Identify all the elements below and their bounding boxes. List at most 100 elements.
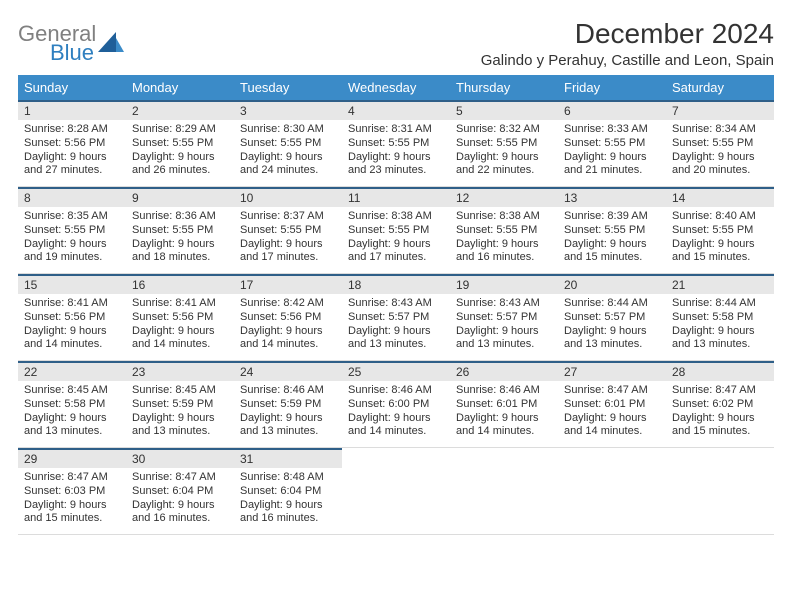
calendar-day-cell: 30Sunrise: 8:47 AMSunset: 6:04 PMDayligh…: [126, 448, 234, 535]
sunset-line: Sunset: 6:01 PM: [564, 398, 660, 412]
daylight-line-2: and 16 minutes.: [456, 251, 552, 265]
calendar-day-cell: 24Sunrise: 8:46 AMSunset: 5:59 PMDayligh…: [234, 361, 342, 448]
weekday-header: Saturday: [666, 75, 774, 100]
daylight-line-2: and 13 minutes.: [456, 338, 552, 352]
day-number: 10: [234, 187, 342, 207]
daylight-line-1: Daylight: 9 hours: [132, 325, 228, 339]
day-number: 13: [558, 187, 666, 207]
sunrise-line: Sunrise: 8:46 AM: [240, 384, 336, 398]
calendar-day-cell: 6Sunrise: 8:33 AMSunset: 5:55 PMDaylight…: [558, 100, 666, 187]
sunset-line: Sunset: 5:56 PM: [24, 311, 120, 325]
sunset-line: Sunset: 5:56 PM: [240, 311, 336, 325]
daylight-line-2: and 18 minutes.: [132, 251, 228, 265]
calendar-day-cell: 31Sunrise: 8:48 AMSunset: 6:04 PMDayligh…: [234, 448, 342, 535]
daylight-line-1: Daylight: 9 hours: [24, 412, 120, 426]
calendar-day-cell: 11Sunrise: 8:38 AMSunset: 5:55 PMDayligh…: [342, 187, 450, 274]
daylight-line-2: and 13 minutes.: [132, 425, 228, 439]
day-details: Sunrise: 8:47 AMSunset: 6:03 PMDaylight:…: [18, 468, 126, 528]
day-details: Sunrise: 8:44 AMSunset: 5:58 PMDaylight:…: [666, 294, 774, 354]
sunset-line: Sunset: 6:01 PM: [456, 398, 552, 412]
calendar-day-cell: 8Sunrise: 8:35 AMSunset: 5:55 PMDaylight…: [18, 187, 126, 274]
calendar-day-cell: [558, 448, 666, 535]
sunrise-line: Sunrise: 8:40 AM: [672, 210, 768, 224]
calendar-week-row: 29Sunrise: 8:47 AMSunset: 6:03 PMDayligh…: [18, 448, 774, 535]
calendar-day-cell: 10Sunrise: 8:37 AMSunset: 5:55 PMDayligh…: [234, 187, 342, 274]
day-details: Sunrise: 8:39 AMSunset: 5:55 PMDaylight:…: [558, 207, 666, 267]
sunset-line: Sunset: 5:55 PM: [564, 224, 660, 238]
daylight-line-2: and 22 minutes.: [456, 164, 552, 178]
daylight-line-2: and 15 minutes.: [672, 425, 768, 439]
sunrise-line: Sunrise: 8:34 AM: [672, 123, 768, 137]
day-details: Sunrise: 8:47 AMSunset: 6:02 PMDaylight:…: [666, 381, 774, 441]
daylight-line-2: and 21 minutes.: [564, 164, 660, 178]
day-number: 17: [234, 274, 342, 294]
day-details: Sunrise: 8:45 AMSunset: 5:59 PMDaylight:…: [126, 381, 234, 441]
calendar-week-row: 8Sunrise: 8:35 AMSunset: 5:55 PMDaylight…: [18, 187, 774, 274]
brand-logo: General Blue: [18, 18, 124, 64]
daylight-line-2: and 15 minutes.: [564, 251, 660, 265]
calendar-day-cell: 23Sunrise: 8:45 AMSunset: 5:59 PMDayligh…: [126, 361, 234, 448]
day-details: Sunrise: 8:41 AMSunset: 5:56 PMDaylight:…: [18, 294, 126, 354]
sunrise-line: Sunrise: 8:38 AM: [456, 210, 552, 224]
day-details: Sunrise: 8:30 AMSunset: 5:55 PMDaylight:…: [234, 120, 342, 180]
day-details: Sunrise: 8:31 AMSunset: 5:55 PMDaylight:…: [342, 120, 450, 180]
calendar-day-cell: 4Sunrise: 8:31 AMSunset: 5:55 PMDaylight…: [342, 100, 450, 187]
daylight-line-1: Daylight: 9 hours: [348, 238, 444, 252]
calendar-day-cell: 15Sunrise: 8:41 AMSunset: 5:56 PMDayligh…: [18, 274, 126, 361]
daylight-line-2: and 15 minutes.: [672, 251, 768, 265]
day-details: Sunrise: 8:37 AMSunset: 5:55 PMDaylight:…: [234, 207, 342, 267]
sunrise-line: Sunrise: 8:46 AM: [456, 384, 552, 398]
daylight-line-1: Daylight: 9 hours: [672, 325, 768, 339]
day-number: 4: [342, 100, 450, 120]
sunset-line: Sunset: 5:55 PM: [240, 224, 336, 238]
sunset-line: Sunset: 5:56 PM: [24, 137, 120, 151]
calendar-day-cell: 5Sunrise: 8:32 AMSunset: 5:55 PMDaylight…: [450, 100, 558, 187]
daylight-line-1: Daylight: 9 hours: [24, 325, 120, 339]
daylight-line-1: Daylight: 9 hours: [240, 238, 336, 252]
daylight-line-1: Daylight: 9 hours: [132, 238, 228, 252]
day-number: 30: [126, 448, 234, 468]
day-number: 9: [126, 187, 234, 207]
day-number: 11: [342, 187, 450, 207]
day-details: Sunrise: 8:38 AMSunset: 5:55 PMDaylight:…: [342, 207, 450, 267]
daylight-line-2: and 20 minutes.: [672, 164, 768, 178]
day-details: Sunrise: 8:46 AMSunset: 5:59 PMDaylight:…: [234, 381, 342, 441]
sunrise-line: Sunrise: 8:37 AM: [240, 210, 336, 224]
weekday-header: Tuesday: [234, 75, 342, 100]
day-number: 27: [558, 361, 666, 381]
brand-text: General Blue: [18, 24, 96, 64]
daylight-line-1: Daylight: 9 hours: [672, 412, 768, 426]
day-number: 28: [666, 361, 774, 381]
sunrise-line: Sunrise: 8:48 AM: [240, 471, 336, 485]
sunset-line: Sunset: 5:55 PM: [240, 137, 336, 151]
day-number: 16: [126, 274, 234, 294]
daylight-line-1: Daylight: 9 hours: [564, 325, 660, 339]
day-details: Sunrise: 8:40 AMSunset: 5:55 PMDaylight:…: [666, 207, 774, 267]
day-details: Sunrise: 8:35 AMSunset: 5:55 PMDaylight:…: [18, 207, 126, 267]
day-details: Sunrise: 8:41 AMSunset: 5:56 PMDaylight:…: [126, 294, 234, 354]
day-details: Sunrise: 8:47 AMSunset: 6:04 PMDaylight:…: [126, 468, 234, 528]
sunrise-line: Sunrise: 8:41 AM: [24, 297, 120, 311]
day-number: 6: [558, 100, 666, 120]
calendar-week-row: 1Sunrise: 8:28 AMSunset: 5:56 PMDaylight…: [18, 100, 774, 187]
day-details: Sunrise: 8:42 AMSunset: 5:56 PMDaylight:…: [234, 294, 342, 354]
day-number: 20: [558, 274, 666, 294]
calendar-day-cell: [342, 448, 450, 535]
day-number: 19: [450, 274, 558, 294]
daylight-line-2: and 13 minutes.: [564, 338, 660, 352]
calendar-day-cell: 16Sunrise: 8:41 AMSunset: 5:56 PMDayligh…: [126, 274, 234, 361]
sunset-line: Sunset: 5:57 PM: [564, 311, 660, 325]
day-details: Sunrise: 8:36 AMSunset: 5:55 PMDaylight:…: [126, 207, 234, 267]
brand-triangle-icon: [98, 32, 124, 52]
daylight-line-2: and 14 minutes.: [24, 338, 120, 352]
sunrise-line: Sunrise: 8:42 AM: [240, 297, 336, 311]
day-number: 18: [342, 274, 450, 294]
daylight-line-2: and 14 minutes.: [456, 425, 552, 439]
sunset-line: Sunset: 5:55 PM: [132, 137, 228, 151]
sunrise-line: Sunrise: 8:45 AM: [24, 384, 120, 398]
sunset-line: Sunset: 6:04 PM: [240, 485, 336, 499]
calendar-page: General Blue December 2024 Galindo y Per…: [0, 0, 792, 612]
sunrise-line: Sunrise: 8:32 AM: [456, 123, 552, 137]
daylight-line-2: and 27 minutes.: [24, 164, 120, 178]
day-number: 14: [666, 187, 774, 207]
